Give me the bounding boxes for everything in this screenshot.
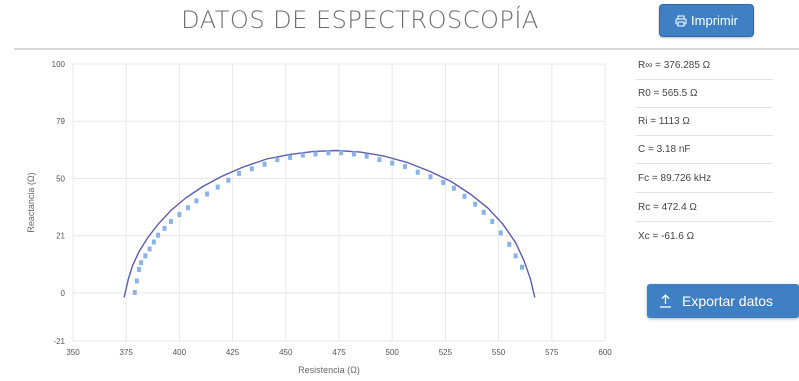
print-button-label: Imprimir <box>691 13 738 28</box>
param-xc: Xc = -61.6 Ω <box>638 231 695 242</box>
y-tick-label: 21 <box>56 232 65 241</box>
data-point <box>377 157 382 163</box>
y-tick-label: 0 <box>61 289 66 298</box>
data-point <box>226 177 231 183</box>
data-point <box>139 260 144 266</box>
page-title: DATOS DE ESPECTROSCOPÍA <box>181 6 539 34</box>
data-point <box>300 152 305 158</box>
data-point <box>134 278 139 284</box>
data-point <box>249 166 254 172</box>
upload-icon <box>660 294 671 308</box>
data-point <box>498 230 503 236</box>
fit-curve <box>123 149 536 298</box>
x-tick-label: 600 <box>598 348 612 357</box>
data-point <box>194 198 199 204</box>
data-point <box>428 174 433 180</box>
param-r0: R0 = 565.5 Ω <box>636 80 773 108</box>
x-tick-label: 375 <box>120 348 134 357</box>
data-point <box>390 160 395 166</box>
data-point <box>236 170 241 176</box>
data-point <box>275 157 280 163</box>
data-point <box>490 218 495 224</box>
x-tick-label: 425 <box>226 348 240 357</box>
data-point <box>462 193 467 199</box>
data-point <box>132 289 137 295</box>
x-tick-label: 450 <box>279 348 293 357</box>
data-point <box>415 169 420 175</box>
x-tick-label: 400 <box>173 348 187 357</box>
data-point <box>351 151 356 157</box>
data-point <box>481 209 486 215</box>
data-point <box>520 264 525 270</box>
header-divider <box>14 48 799 50</box>
data-point <box>215 184 220 190</box>
x-tick-label: 475 <box>332 348 346 357</box>
x-tick-label: 350 <box>66 348 80 357</box>
data-point <box>262 161 267 167</box>
export-button-label: Exportar datos <box>682 293 774 309</box>
data-point <box>441 180 446 186</box>
param-capacitance: C = 3.18 nF <box>636 136 773 164</box>
parameter-list: R∞ = 376.285 Ω R0 = 565.5 Ω Ri = 1113 Ω … <box>636 52 773 251</box>
param-r-infinity: R∞ = 376.285 Ω <box>636 52 773 80</box>
param-ri: Ri = 1113 Ω <box>636 108 773 136</box>
data-point <box>451 185 456 191</box>
x-axis-title: Resistencia (Ω) <box>298 365 360 375</box>
print-button[interactable]: Imprimir <box>659 4 754 37</box>
data-point <box>507 241 512 247</box>
data-point <box>364 153 369 159</box>
y-tick-label: 79 <box>56 117 65 126</box>
param-fc: Fc = 89.726 kHz <box>636 164 773 193</box>
data-point <box>177 212 182 218</box>
x-tick-label: 575 <box>545 348 559 357</box>
y-axis-title: Reactancia (Ω) <box>26 172 36 232</box>
param-rc: Rc = 472.4 Ω <box>636 193 773 222</box>
data-point <box>136 267 141 273</box>
data-point <box>473 201 478 207</box>
y-tick-label: 100 <box>52 60 66 69</box>
data-point <box>147 246 152 252</box>
x-tick-label: 525 <box>439 348 453 357</box>
data-point <box>339 150 344 156</box>
print-icon <box>675 15 687 26</box>
data-point <box>151 239 156 245</box>
export-data-button[interactable]: Exportar datos <box>647 284 799 318</box>
data-point <box>313 151 318 157</box>
data-point <box>326 150 331 156</box>
x-tick-label: 550 <box>492 348 506 357</box>
x-tick-label: 500 <box>386 348 400 357</box>
data-point <box>513 253 518 259</box>
data-point <box>402 164 407 170</box>
y-tick-label: 50 <box>56 174 65 183</box>
nyquist-chart: 350 375 400 425 450 475 500 525 550 575 6001007950… <box>26 60 612 375</box>
data-point <box>156 232 161 238</box>
data-point <box>288 154 293 160</box>
data-point <box>162 225 167 231</box>
data-point <box>185 205 190 211</box>
data-point <box>168 218 173 224</box>
data-point <box>143 253 148 259</box>
data-point <box>205 191 210 197</box>
y-tick-label: -21 <box>53 337 65 346</box>
